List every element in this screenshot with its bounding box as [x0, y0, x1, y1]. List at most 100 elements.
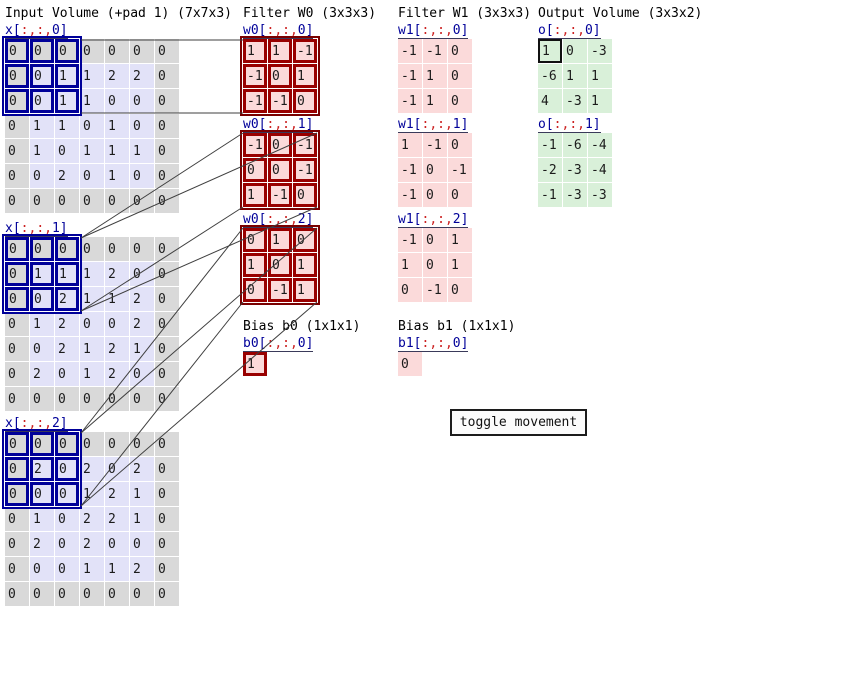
grid-cell: 1	[30, 312, 54, 336]
grid-cell: 2	[80, 457, 104, 481]
grid-cell: -1	[268, 278, 292, 302]
grid-cell: 2	[55, 164, 79, 188]
grid-cell: 0	[155, 507, 179, 531]
grid-cell: 0	[423, 158, 447, 182]
grid-cell: 0	[55, 387, 79, 411]
grid-cell: 1	[30, 139, 54, 163]
grid-cell: 0	[448, 39, 472, 63]
output-slice-0-label: o[:,:,0]	[538, 23, 601, 39]
w1-slice-2-label: w1[:,:,2]	[398, 212, 469, 228]
grid-cell: 0	[55, 457, 79, 481]
grid-cell: 0	[80, 164, 104, 188]
grid-cell: 0	[155, 237, 179, 261]
grid-cell: 0	[105, 457, 129, 481]
bias-b0-title: Bias b0 (1x1x1)	[243, 319, 361, 334]
toggle-movement-button[interactable]: toggle movement	[450, 409, 587, 436]
grid-cell: -3	[563, 183, 587, 207]
grid-cell: 0	[55, 39, 79, 63]
grid-cell: 0	[30, 387, 54, 411]
grid-cell: 2	[105, 507, 129, 531]
grid-cell: 1	[105, 114, 129, 138]
grid-cell: -1	[398, 158, 422, 182]
grid-cell: 0	[30, 189, 54, 213]
grid-cell: 0	[105, 89, 129, 113]
bias-b0-label: b0[:,:,0]	[243, 336, 314, 352]
grid-cell: 0	[105, 39, 129, 63]
grid-cell: -4	[588, 133, 612, 157]
grid-cell: 0	[30, 337, 54, 361]
grid-cell: 0	[30, 582, 54, 606]
grid-cell: -6	[563, 133, 587, 157]
bias-b0-grid: 1	[243, 352, 267, 376]
grid-cell: 1	[268, 39, 292, 63]
w0-slice-0-label: w0[:,:,0]	[243, 23, 314, 39]
grid-cell: 1	[80, 64, 104, 88]
grid-cell: 0	[243, 158, 267, 182]
bias-b1-label: b1[:,:,0]	[398, 336, 469, 352]
grid-cell: 1	[243, 39, 267, 63]
grid-cell: 0	[130, 262, 154, 286]
grid-cell: 0	[130, 164, 154, 188]
grid-cell: 1	[588, 64, 612, 88]
grid-cell: 0	[5, 457, 29, 481]
w1-slice-0-label: w1[:,:,0]	[398, 23, 469, 39]
w0-slice-1-label: w0[:,:,1]	[243, 117, 314, 133]
grid-cell: 0	[80, 39, 104, 63]
grid-cell: 2	[105, 362, 129, 386]
grid-cell: 1	[105, 287, 129, 311]
grid-cell: 0	[105, 189, 129, 213]
grid-cell: -1	[293, 39, 317, 63]
grid-cell: -1	[398, 228, 422, 252]
grid-cell: 0	[130, 39, 154, 63]
grid-cell: 1	[80, 482, 104, 506]
grid-cell: -1	[243, 64, 267, 88]
grid-cell: -1	[398, 64, 422, 88]
grid-cell: 0	[130, 114, 154, 138]
grid-cell: 0	[30, 432, 54, 456]
grid-cell: 2	[30, 532, 54, 556]
grid-cell: 0	[80, 387, 104, 411]
grid-cell: 0	[398, 352, 422, 376]
grid-cell: 1	[243, 352, 267, 376]
grid-cell: -1	[243, 133, 267, 157]
grid-cell: 0	[5, 262, 29, 286]
grid-cell: -1	[268, 89, 292, 113]
grid-cell: -1	[423, 278, 447, 302]
grid-cell: 0	[30, 482, 54, 506]
grid-cell: 1	[398, 253, 422, 277]
grid-cell: 0	[30, 89, 54, 113]
grid-cell: 0	[423, 228, 447, 252]
grid-cell: 2	[55, 287, 79, 311]
grid-cell: 1	[398, 133, 422, 157]
grid-cell: -3	[563, 158, 587, 182]
grid-cell: -1	[398, 89, 422, 113]
input-slice-0-label: x[:,:,0]	[5, 23, 68, 39]
grid-cell: 0	[5, 89, 29, 113]
grid-cell: 0	[155, 39, 179, 63]
grid-cell: -1	[243, 89, 267, 113]
grid-cell: 0	[155, 287, 179, 311]
grid-cell: 0	[155, 482, 179, 506]
grid-cell: 0	[155, 312, 179, 336]
grid-cell: 2	[30, 362, 54, 386]
grid-cell: 0	[5, 582, 29, 606]
grid-cell: 0	[155, 532, 179, 556]
grid-cell: 0	[5, 337, 29, 361]
grid-cell: 0	[130, 532, 154, 556]
grid-cell: -1	[538, 183, 562, 207]
input-slice-2-label: x[:,:,2]	[5, 416, 68, 432]
grid-cell: 0	[155, 164, 179, 188]
grid-cell: 0	[5, 237, 29, 261]
grid-cell: 0	[5, 164, 29, 188]
grid-cell: 0	[105, 237, 129, 261]
grid-cell: 0	[155, 457, 179, 481]
grid-cell: 1	[423, 89, 447, 113]
grid-cell: -1	[398, 183, 422, 207]
grid-cell: -1	[538, 133, 562, 157]
grid-cell: 0	[130, 89, 154, 113]
grid-cell: 0	[55, 582, 79, 606]
grid-cell: 0	[155, 89, 179, 113]
grid-cell: 1	[30, 114, 54, 138]
grid-cell: 0	[5, 287, 29, 311]
